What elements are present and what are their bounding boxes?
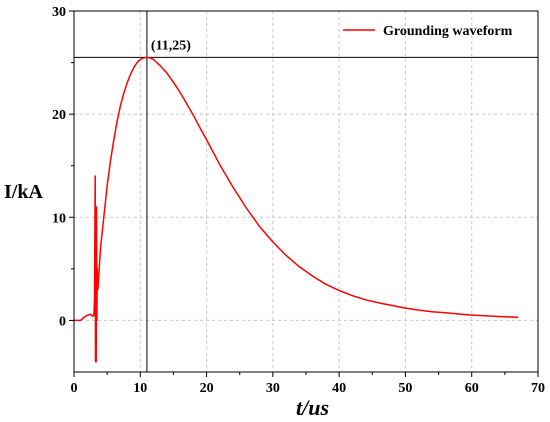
x-tick-label: 50 [398, 381, 412, 396]
y-tick-label: 0 [59, 314, 66, 329]
plot-frame [73, 10, 539, 373]
legend-label-grounding-waveform: Grounding waveform [383, 24, 513, 39]
y-axis-title: I/kA [4, 181, 43, 203]
x-tick-label: 60 [465, 381, 479, 396]
peak-annotation: (11,25) [151, 38, 191, 53]
x-axis-title: t/us [296, 395, 329, 420]
series-line-grounding-waveform [74, 56, 519, 363]
y-tick-label: 30 [52, 5, 66, 20]
x-tick-label: 70 [531, 381, 545, 396]
series-layer [74, 56, 519, 363]
tick-labels: 0 10 20 30 40 50 60 70 0 10 20 30 [52, 5, 545, 396]
y-tick-label: 20 [52, 108, 66, 123]
x-tick-label: 40 [332, 381, 346, 396]
axis-ticks [69, 10, 539, 377]
legend: Grounding waveform [343, 24, 513, 39]
grid [74, 11, 538, 372]
x-tick-label: 10 [133, 381, 147, 396]
reference-lines [74, 11, 538, 372]
x-tick-label: 0 [71, 381, 78, 396]
x-tick-label: 30 [266, 381, 280, 396]
x-tick-label: 20 [200, 381, 214, 396]
y-tick-label: 10 [52, 211, 66, 226]
